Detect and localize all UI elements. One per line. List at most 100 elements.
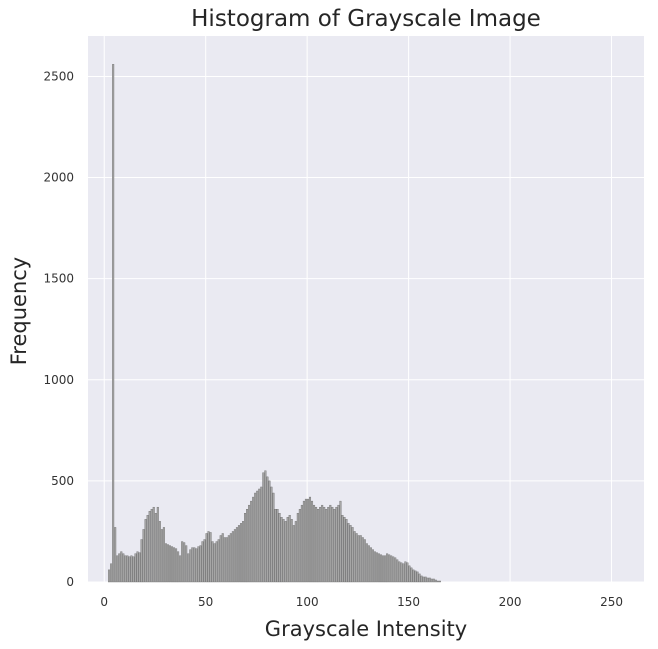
histogram-bar xyxy=(235,527,238,583)
histogram-bar xyxy=(339,500,342,583)
histogram-bar xyxy=(237,525,240,583)
histogram-bar xyxy=(128,556,131,583)
histogram-bar xyxy=(112,64,115,583)
histogram-bar xyxy=(323,506,326,583)
histogram-bar xyxy=(260,486,263,583)
x-tick-label: 0 xyxy=(100,595,108,609)
histogram-bar xyxy=(335,506,338,583)
histogram-bar xyxy=(108,569,111,583)
histogram-bar xyxy=(282,519,285,583)
histogram-bar xyxy=(209,532,212,583)
histogram-bar xyxy=(146,515,149,583)
y-tick-label: 2000 xyxy=(43,171,74,185)
histogram-bar xyxy=(369,547,372,583)
histogram-bar xyxy=(337,504,340,583)
histogram-bar xyxy=(392,556,395,583)
histogram-bar xyxy=(229,533,232,583)
histogram-bar xyxy=(315,506,318,583)
histogram-bar xyxy=(136,551,139,583)
histogram-bar xyxy=(114,527,117,583)
histogram-bar xyxy=(345,519,348,583)
histogram-bar xyxy=(357,535,360,583)
grid-lines xyxy=(88,36,644,583)
histogram-bar xyxy=(410,567,413,583)
histogram-bar xyxy=(428,577,431,583)
histogram-bar xyxy=(195,548,198,583)
histogram-bar xyxy=(371,549,374,583)
histogram-bar xyxy=(313,504,316,583)
histogram-bar xyxy=(244,513,247,583)
histogram-bar xyxy=(270,486,273,583)
plot-background xyxy=(88,36,644,582)
histogram-bar xyxy=(203,539,206,583)
histogram-bar xyxy=(181,541,184,583)
histogram-bar xyxy=(404,561,407,583)
histogram-bar xyxy=(239,523,243,583)
histogram-bar xyxy=(394,557,397,583)
histogram-bar xyxy=(189,549,192,583)
histogram-bar xyxy=(294,521,297,583)
histogram-bar xyxy=(434,579,437,583)
histogram-bar xyxy=(262,472,265,583)
histogram-bar xyxy=(110,563,113,583)
histogram-bar xyxy=(246,509,249,583)
histogram-bar xyxy=(120,551,123,583)
histogram-bar xyxy=(264,470,267,583)
histogram-bar xyxy=(311,500,314,583)
histogram-bar xyxy=(430,578,433,583)
histogram-bar xyxy=(414,570,417,583)
histogram-bar xyxy=(377,553,381,583)
histogram-bar xyxy=(164,543,167,583)
histogram-bar xyxy=(138,552,141,583)
histogram-bar xyxy=(219,535,222,583)
histogram-bar xyxy=(197,546,200,583)
histogram-bar xyxy=(156,506,159,583)
histogram-bar xyxy=(185,545,188,583)
histogram-bar xyxy=(422,576,425,583)
histogram-bar xyxy=(286,517,289,583)
histogram-bar xyxy=(118,553,121,583)
histogram-bar xyxy=(122,553,125,583)
x-tick-label: 250 xyxy=(600,595,623,609)
x-tick-label: 200 xyxy=(499,595,522,609)
histogram-bar xyxy=(215,541,218,583)
histogram-bar xyxy=(183,542,186,583)
y-tick-label: 2500 xyxy=(43,69,74,83)
histogram-bar xyxy=(162,527,165,583)
histogram-bar xyxy=(432,578,435,583)
histogram-bar xyxy=(288,515,291,583)
histogram-bar xyxy=(361,537,364,583)
histogram-bar xyxy=(284,521,287,583)
histogram-bar xyxy=(375,552,378,583)
x-axis-label: Grayscale Intensity xyxy=(265,617,467,641)
histogram-bar xyxy=(426,577,429,583)
histogram-bar xyxy=(160,529,163,583)
histogram-bar xyxy=(347,523,350,583)
histogram-bar xyxy=(333,509,336,583)
histogram-bar xyxy=(349,525,352,583)
histogram-bar xyxy=(252,496,255,583)
y-tick-label: 1500 xyxy=(43,272,74,286)
histogram-bar xyxy=(168,545,171,583)
chart-title: Histogram of Grayscale Image xyxy=(191,6,541,32)
histogram-bar xyxy=(231,531,234,583)
histogram-bar xyxy=(382,555,385,583)
histogram-bar xyxy=(343,517,346,583)
histogram-bar xyxy=(331,506,334,583)
histogram-bar xyxy=(298,509,301,583)
histogram-bar xyxy=(276,509,279,583)
histogram-bar xyxy=(148,511,151,583)
histogram-bar xyxy=(306,498,309,583)
histogram-bar xyxy=(396,559,399,583)
histogram-bar xyxy=(201,541,204,583)
histogram-bar xyxy=(205,533,208,583)
histogram-bar xyxy=(325,509,328,583)
histogram-bar xyxy=(327,506,330,583)
histogram-bar xyxy=(380,554,383,583)
histogram-bar xyxy=(308,496,312,583)
histogram-bar xyxy=(319,506,322,583)
histogram-bar xyxy=(126,555,129,583)
histogram-bar xyxy=(227,535,230,583)
histogram-bar xyxy=(359,535,362,583)
histogram-bar xyxy=(436,580,439,583)
